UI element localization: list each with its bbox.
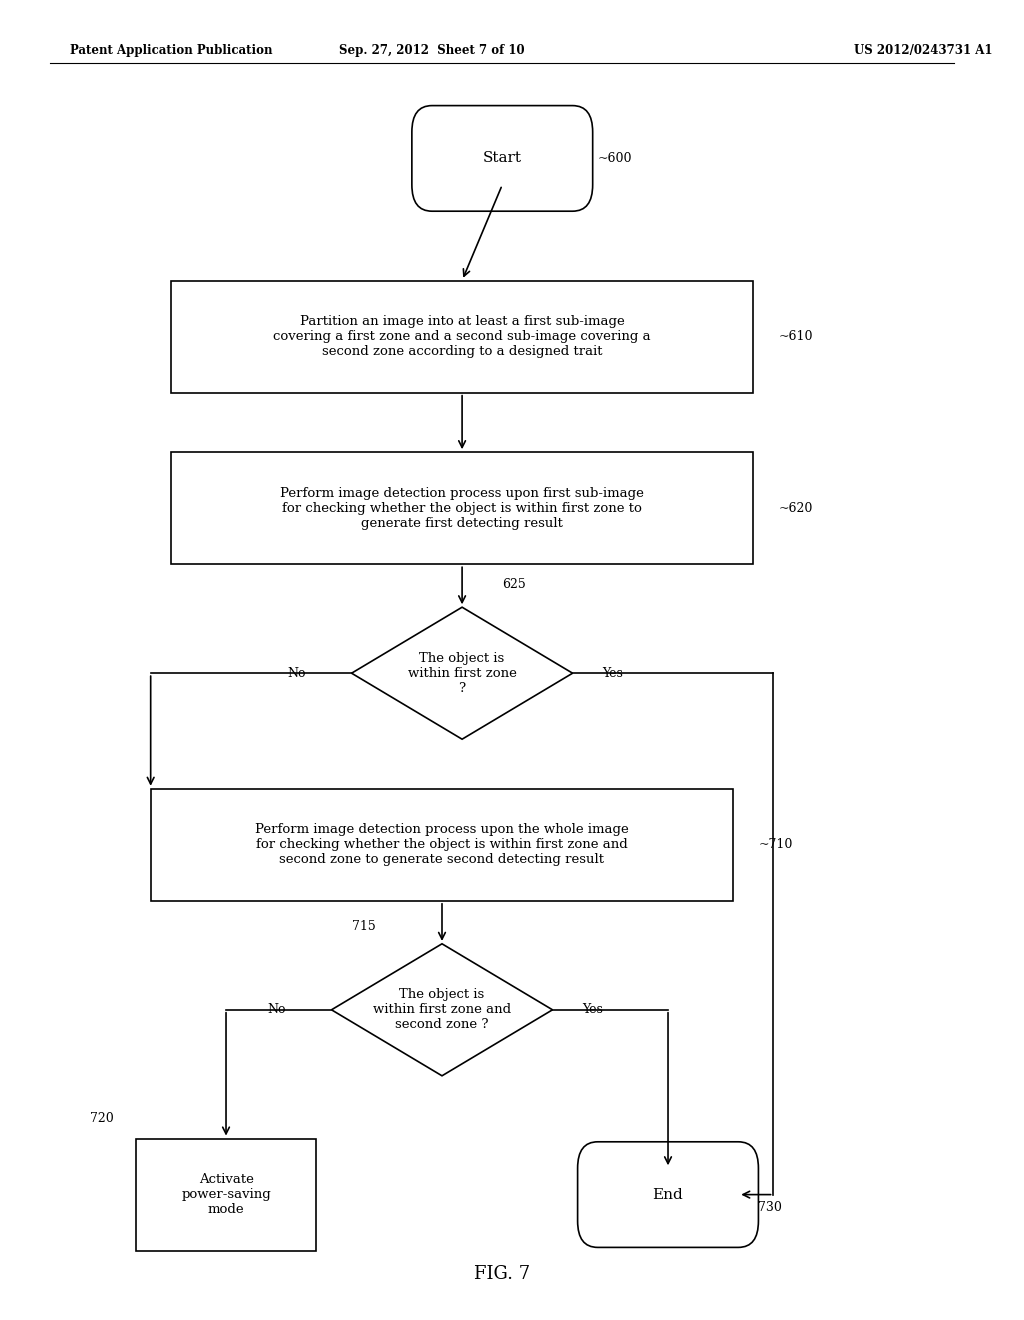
FancyBboxPatch shape: [412, 106, 593, 211]
Text: Patent Application Publication: Patent Application Publication: [71, 44, 272, 57]
Text: Perform image detection process upon the whole image
for checking whether the ob: Perform image detection process upon the…: [255, 824, 629, 866]
Text: The object is
within first zone and
second zone ?: The object is within first zone and seco…: [373, 989, 511, 1031]
Text: Sep. 27, 2012  Sheet 7 of 10: Sep. 27, 2012 Sheet 7 of 10: [339, 44, 524, 57]
Text: The object is
within first zone
?: The object is within first zone ?: [408, 652, 516, 694]
Text: 625: 625: [502, 578, 526, 591]
Text: US 2012/0243731 A1: US 2012/0243731 A1: [854, 44, 992, 57]
Text: ~610: ~610: [778, 330, 813, 343]
Text: Yes: Yes: [583, 1003, 603, 1016]
Text: No: No: [287, 667, 305, 680]
Text: FIG. 7: FIG. 7: [474, 1265, 530, 1283]
Bar: [171, 451, 754, 565]
Text: Perform image detection process upon first sub-image
for checking whether the ob: Perform image detection process upon fir…: [281, 487, 644, 529]
Text: ~620: ~620: [778, 502, 813, 515]
Polygon shape: [332, 944, 553, 1076]
Text: ~600: ~600: [598, 152, 632, 165]
Text: 720: 720: [90, 1113, 114, 1125]
Bar: [151, 788, 733, 900]
Text: ~710: ~710: [759, 838, 793, 851]
Text: No: No: [267, 1003, 286, 1016]
Text: 730: 730: [759, 1201, 782, 1214]
Bar: [135, 1138, 316, 1251]
Text: Yes: Yes: [602, 667, 624, 680]
Text: Start: Start: [482, 152, 522, 165]
Polygon shape: [351, 607, 572, 739]
FancyBboxPatch shape: [578, 1142, 759, 1247]
Text: Activate
power-saving
mode: Activate power-saving mode: [181, 1173, 271, 1216]
Text: 715: 715: [351, 920, 376, 933]
Text: Partition an image into at least a first sub-image
covering a first zone and a s: Partition an image into at least a first…: [273, 315, 651, 358]
Text: End: End: [652, 1188, 683, 1201]
Bar: [171, 281, 754, 393]
